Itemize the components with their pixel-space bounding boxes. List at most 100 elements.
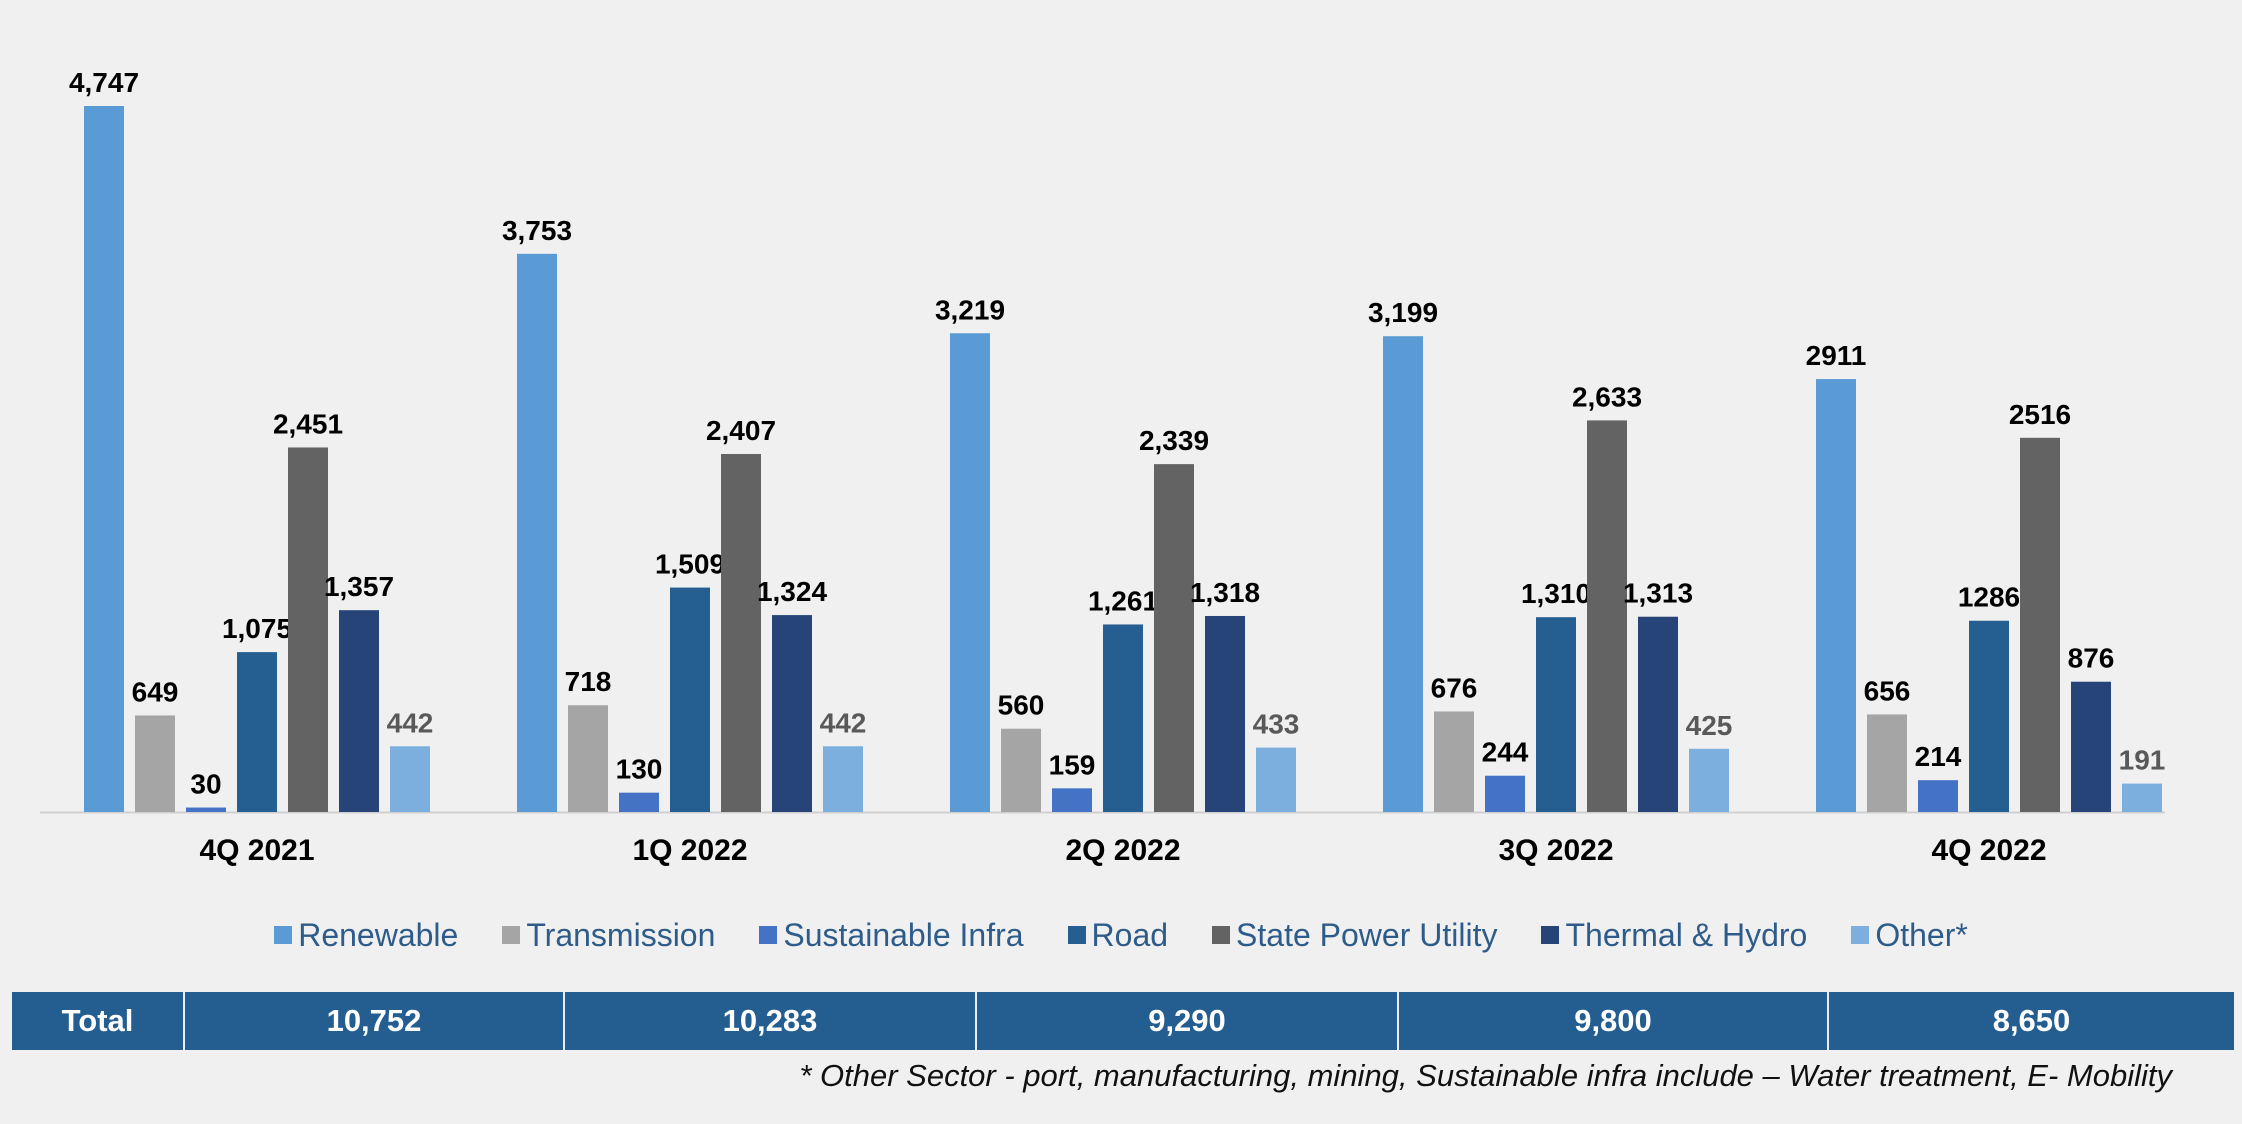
bar bbox=[288, 447, 328, 812]
legend-label: Other* bbox=[1875, 916, 1968, 953]
bar bbox=[1256, 747, 1296, 812]
legend-swatch bbox=[1541, 926, 1560, 944]
data-label: 2,339 bbox=[1139, 425, 1209, 456]
bar bbox=[237, 652, 277, 812]
legend-item: Thermal & Hydro bbox=[1541, 917, 1807, 954]
bar-chart: 4,747 649 30 1,075 2,451 1,357 442 4Q 2021 3,753… bbox=[40, 67, 2166, 867]
data-label: 425 bbox=[1686, 710, 1733, 741]
bar bbox=[772, 615, 812, 812]
bar bbox=[2020, 437, 2060, 812]
data-label: 2911 bbox=[1806, 340, 1867, 371]
total-value: 10,283 bbox=[563, 992, 976, 1050]
bar bbox=[1587, 420, 1627, 812]
bar bbox=[1154, 464, 1194, 812]
legend-item: Transmission bbox=[502, 917, 715, 954]
x-tick-label: 4Q 2021 bbox=[199, 834, 314, 867]
chart-legend: Renewable Transmission Sustainable Infra Ro… bbox=[0, 910, 2242, 960]
data-label: 4,747 bbox=[69, 67, 139, 98]
data-label: 1,324 bbox=[757, 576, 827, 607]
totals-row: Total 10,752 10,283 9,290 9,800 8,650 bbox=[12, 992, 2234, 1050]
legend-swatch bbox=[274, 926, 293, 944]
legend-label: Sustainable Infra bbox=[783, 916, 1024, 953]
bar bbox=[339, 610, 379, 812]
data-label: 244 bbox=[1482, 737, 1529, 768]
data-label: 442 bbox=[387, 707, 434, 738]
bar bbox=[1383, 336, 1423, 812]
data-label: 30 bbox=[190, 769, 221, 800]
data-label: 649 bbox=[132, 676, 179, 707]
bar bbox=[1434, 711, 1474, 812]
data-label: 656 bbox=[1864, 675, 1911, 706]
legend-swatch bbox=[1067, 926, 1086, 944]
total-value: 9,800 bbox=[1397, 992, 1828, 1050]
data-label: 159 bbox=[1049, 749, 1096, 780]
legend-label: Thermal & Hydro bbox=[1565, 916, 1808, 953]
data-label: 560 bbox=[998, 690, 1045, 721]
data-label: 1,313 bbox=[1623, 578, 1693, 609]
bar bbox=[670, 587, 710, 812]
bar bbox=[568, 705, 608, 812]
bar bbox=[1205, 615, 1245, 812]
data-label: 1,261 bbox=[1088, 585, 1158, 616]
legend-swatch bbox=[1851, 926, 1870, 944]
data-label: 2,407 bbox=[706, 415, 776, 446]
bar bbox=[1485, 775, 1525, 812]
legend-label: Transmission bbox=[526, 916, 716, 953]
legend-item: Road bbox=[1067, 916, 1169, 954]
footnote: * Other Sector - port, manufacturing, mi… bbox=[799, 1058, 2172, 1093]
data-label: 191 bbox=[2119, 745, 2166, 776]
bar bbox=[1536, 617, 1576, 812]
bar bbox=[1001, 728, 1041, 812]
bar bbox=[721, 454, 761, 812]
data-label: 1286 bbox=[1958, 582, 2020, 613]
bar bbox=[1867, 714, 1907, 812]
bar bbox=[1638, 616, 1678, 812]
legend-label: Road bbox=[1091, 916, 1169, 953]
total-value: 10,752 bbox=[183, 992, 564, 1050]
data-label: 1,357 bbox=[324, 571, 394, 602]
bar bbox=[135, 715, 175, 812]
data-label: 433 bbox=[1253, 709, 1300, 740]
bar bbox=[823, 746, 863, 812]
legend-swatch bbox=[759, 926, 778, 944]
bar bbox=[1969, 620, 2009, 812]
legend-swatch bbox=[502, 926, 521, 944]
legend-label: Renewable bbox=[298, 916, 459, 953]
legend-item: Renewable bbox=[274, 917, 458, 954]
legend-item: Other* bbox=[1851, 916, 1968, 954]
total-value: 8,650 bbox=[1827, 992, 2234, 1050]
data-label: 214 bbox=[1915, 741, 1962, 772]
data-label: 1,310 bbox=[1521, 578, 1591, 609]
data-label: 130 bbox=[616, 754, 663, 785]
data-label: 676 bbox=[1431, 672, 1478, 703]
bar bbox=[1052, 788, 1092, 812]
bar bbox=[619, 792, 659, 812]
x-tick-label: 1Q 2022 bbox=[632, 834, 747, 867]
data-label: 3,199 bbox=[1368, 297, 1438, 328]
bar bbox=[1103, 624, 1143, 812]
bar bbox=[517, 253, 557, 813]
data-label: 3,753 bbox=[502, 215, 572, 246]
data-label: 1,075 bbox=[222, 613, 292, 644]
legend-item: State Power Utility bbox=[1212, 917, 1497, 954]
bar bbox=[2071, 681, 2111, 812]
bar bbox=[950, 333, 990, 812]
data-label: 2,633 bbox=[1572, 381, 1642, 412]
data-label: 718 bbox=[565, 666, 612, 697]
x-tick-label: 2Q 2022 bbox=[1065, 834, 1180, 867]
bar bbox=[1918, 780, 1958, 812]
legend-item: Sustainable Infra bbox=[759, 916, 1024, 954]
totals-table: Total 10,752 10,283 9,290 9,800 8,650 bbox=[12, 992, 2234, 1050]
legend-swatch bbox=[1212, 926, 1231, 944]
data-label: 876 bbox=[2068, 643, 2115, 674]
bar bbox=[390, 746, 430, 812]
data-label: 2,451 bbox=[273, 408, 343, 439]
bar bbox=[84, 106, 124, 812]
totals-label: Total bbox=[12, 992, 184, 1050]
data-label: 3,219 bbox=[935, 294, 1005, 325]
data-label: 442 bbox=[820, 707, 867, 738]
bar bbox=[186, 807, 226, 812]
bar bbox=[2122, 783, 2162, 812]
data-label: 2516 bbox=[2009, 399, 2071, 430]
